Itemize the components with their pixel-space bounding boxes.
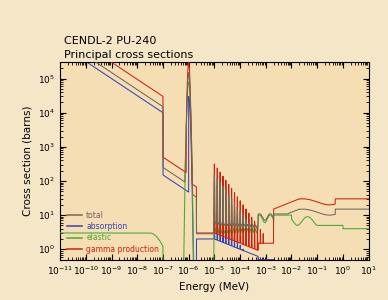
Text: CENDL-2 PU-240: CENDL-2 PU-240	[64, 35, 156, 46]
Legend: total, absorption, elastic, gamma production: total, absorption, elastic, gamma produc…	[67, 211, 159, 254]
Y-axis label: Cross section (barns): Cross section (barns)	[23, 105, 33, 216]
X-axis label: Energy (MeV): Energy (MeV)	[179, 282, 249, 292]
Text: Principal cross sections: Principal cross sections	[64, 50, 193, 61]
